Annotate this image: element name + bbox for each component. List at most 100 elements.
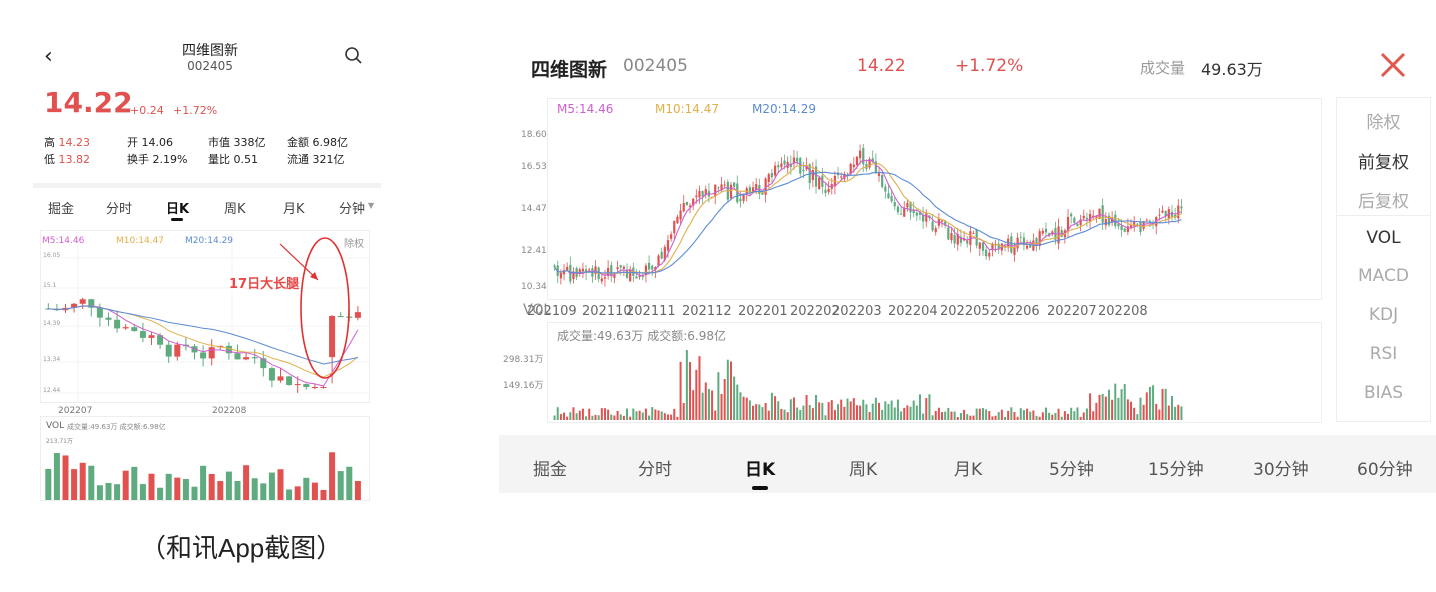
candle-body (1076, 223, 1079, 226)
side-vol[interactable]: VOL (1366, 228, 1401, 248)
candle-body (651, 265, 654, 270)
volume-bar (1076, 407, 1079, 420)
volume-bar (685, 350, 688, 420)
vol-label: VOL (46, 421, 65, 431)
candle-body (940, 220, 944, 222)
candle-body (1019, 236, 1022, 238)
candle-body (972, 233, 975, 234)
tab-week-k[interactable]: 周K (849, 460, 878, 480)
tab-30min[interactable]: 30分钟 (1253, 460, 1309, 480)
candle-body (666, 240, 670, 251)
tab-day-k[interactable]: 日K (745, 460, 776, 480)
stat-value: 0.51 (233, 153, 259, 166)
volume-bar (1026, 408, 1029, 420)
volume-bar (234, 481, 241, 500)
stat-label: 市值 (208, 136, 234, 149)
candle-body (607, 267, 610, 276)
side-chuquan[interactable]: 除权 (1366, 113, 1401, 133)
side-bias[interactable]: BIAS (1363, 383, 1404, 403)
candle-body (1010, 236, 1013, 253)
x-tick-label: 202207 (58, 406, 92, 416)
volume-bar (1051, 414, 1054, 420)
dropdown-icon[interactable]: ▼ (368, 201, 375, 210)
tab-month-k[interactable]: 月K (283, 202, 305, 217)
volume-bar (1085, 408, 1088, 420)
volume-bar (1177, 404, 1180, 420)
volume-bar (1070, 407, 1073, 420)
tab-60min[interactable]: 60分钟 (1357, 460, 1413, 480)
volume-bar (937, 407, 940, 420)
candle-body (966, 240, 969, 244)
volume-bar (865, 404, 868, 420)
candle-body (329, 315, 336, 358)
volume-bar (934, 410, 937, 420)
tab-juejin[interactable]: 掘金 (48, 202, 75, 217)
x-tick-label: 202202 (790, 304, 840, 319)
candle-body (975, 229, 978, 246)
volume-bar (591, 415, 594, 420)
volume-bar (311, 482, 318, 500)
volume-bar (610, 414, 613, 420)
candle-body (1145, 219, 1148, 221)
stat-7: 流通 321亿 (287, 151, 345, 167)
volume-bar (950, 411, 953, 420)
candle-body (1041, 230, 1044, 234)
side-rsi[interactable]: RSI (1369, 344, 1398, 364)
volume-bar (969, 415, 972, 420)
candle-body (1070, 213, 1073, 217)
volume-bar (1041, 412, 1044, 420)
volume-bar (991, 416, 994, 420)
volume-bar (1082, 412, 1085, 420)
price: 14.22 (857, 56, 906, 76)
candle-body (1044, 228, 1048, 233)
volume-bar (1067, 413, 1070, 420)
volume-bar (208, 473, 215, 500)
volume-bar (1095, 402, 1098, 420)
volume-bar (972, 415, 975, 420)
tab-day-k[interactable]: 日K (166, 202, 190, 217)
tab-fenshi[interactable]: 分时 (106, 202, 133, 217)
volume-bar (736, 384, 739, 420)
volume-bar (1120, 389, 1123, 420)
ma20-line (554, 171, 1182, 274)
volume-bar (1092, 411, 1095, 420)
volume-bar (1155, 403, 1158, 420)
tab-month-k[interactable]: 月K (954, 460, 983, 480)
volume-bar (1164, 388, 1167, 420)
volume-bar (830, 400, 833, 420)
candle-body (1098, 208, 1101, 219)
back-icon[interactable]: ‹ (44, 44, 53, 69)
stat-5: 换手 2.19% (127, 151, 187, 167)
tab-5min[interactable]: 5分钟 (1049, 460, 1094, 480)
x-tick-label: 202208 (212, 406, 247, 416)
search-icon[interactable] (344, 46, 364, 70)
side-macd[interactable]: MACD (1358, 266, 1409, 286)
price-change-pct: +1.72% (173, 104, 218, 117)
side-qianfuquan[interactable]: 前复权 (1358, 153, 1409, 173)
volume-bar (648, 415, 651, 420)
side-kdj[interactable]: KDJ (1368, 305, 1399, 325)
volume-bar (906, 405, 909, 420)
candle-body (610, 265, 613, 277)
x-tick-label: 202205 (940, 304, 990, 319)
ma10-label: M10:14.47 (655, 102, 720, 116)
candle-body (584, 269, 588, 273)
volume-bar (1007, 410, 1010, 420)
close-icon[interactable] (1379, 51, 1407, 83)
tab-15min[interactable]: 15分钟 (1148, 460, 1204, 480)
volume-bar (808, 405, 811, 420)
candle-body (588, 269, 591, 271)
adj-label[interactable]: 除权 (344, 239, 364, 250)
volume-bar (707, 388, 710, 420)
candle-body (294, 384, 301, 386)
tab-minute[interactable]: 分钟 (339, 202, 366, 217)
candle-body (562, 270, 566, 275)
tab-fenshi[interactable]: 分时 (638, 460, 672, 480)
candle-body (200, 352, 207, 359)
candle-body (755, 184, 758, 191)
volume-bar (689, 362, 692, 420)
side-houfuquan[interactable]: 后复权 (1358, 192, 1409, 212)
tab-juejin[interactable]: 掘金 (533, 460, 567, 480)
candle-body (868, 158, 871, 168)
tab-week-k[interactable]: 周K (224, 202, 246, 217)
